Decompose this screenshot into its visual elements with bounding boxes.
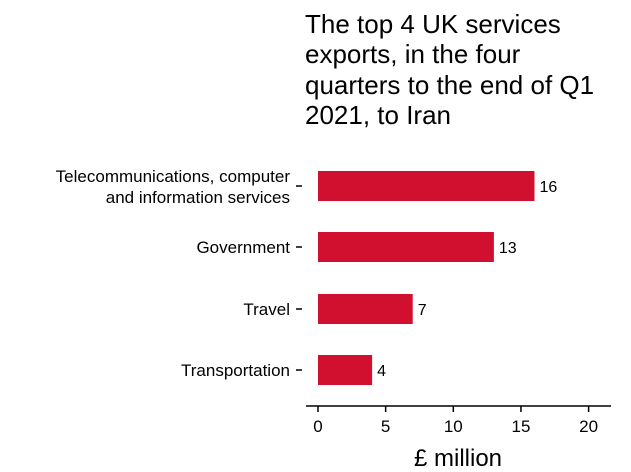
chart-title: The top 4 UK services exports, in the fo… — [305, 9, 594, 130]
chart-title-line-4: 2021, to Iran — [305, 100, 451, 130]
data-label: 13 — [499, 240, 517, 257]
chart-title-line-1: The top 4 UK services — [305, 9, 561, 39]
bar — [318, 355, 373, 385]
bar — [318, 171, 535, 201]
bar — [318, 294, 413, 324]
data-label: 4 — [377, 363, 386, 380]
chart-title-line-2: exports, in the four — [305, 39, 521, 69]
y-tick-label: Travel — [243, 300, 290, 319]
y-tick-label: Telecommunications, computer — [56, 167, 291, 186]
data-label: 7 — [418, 302, 427, 319]
data-label: 16 — [539, 179, 557, 196]
chart-title-line-3: quarters to the end of Q1 — [305, 70, 594, 100]
x-tick-label: 20 — [579, 417, 598, 436]
y-tick-label: Transportation — [181, 361, 290, 380]
y-tick-label: Government — [196, 238, 290, 257]
x-axis-title: £ million — [414, 445, 502, 472]
x-tick-label: 0 — [313, 417, 322, 436]
x-tick-label: 5 — [381, 417, 390, 436]
x-tick-label: 15 — [511, 417, 530, 436]
plot-area: 16 Telecommunications, computer and inform… — [56, 167, 611, 436]
bar — [318, 232, 494, 262]
y-tick-label: and information services — [106, 188, 290, 207]
x-tick-label: 10 — [444, 417, 463, 436]
